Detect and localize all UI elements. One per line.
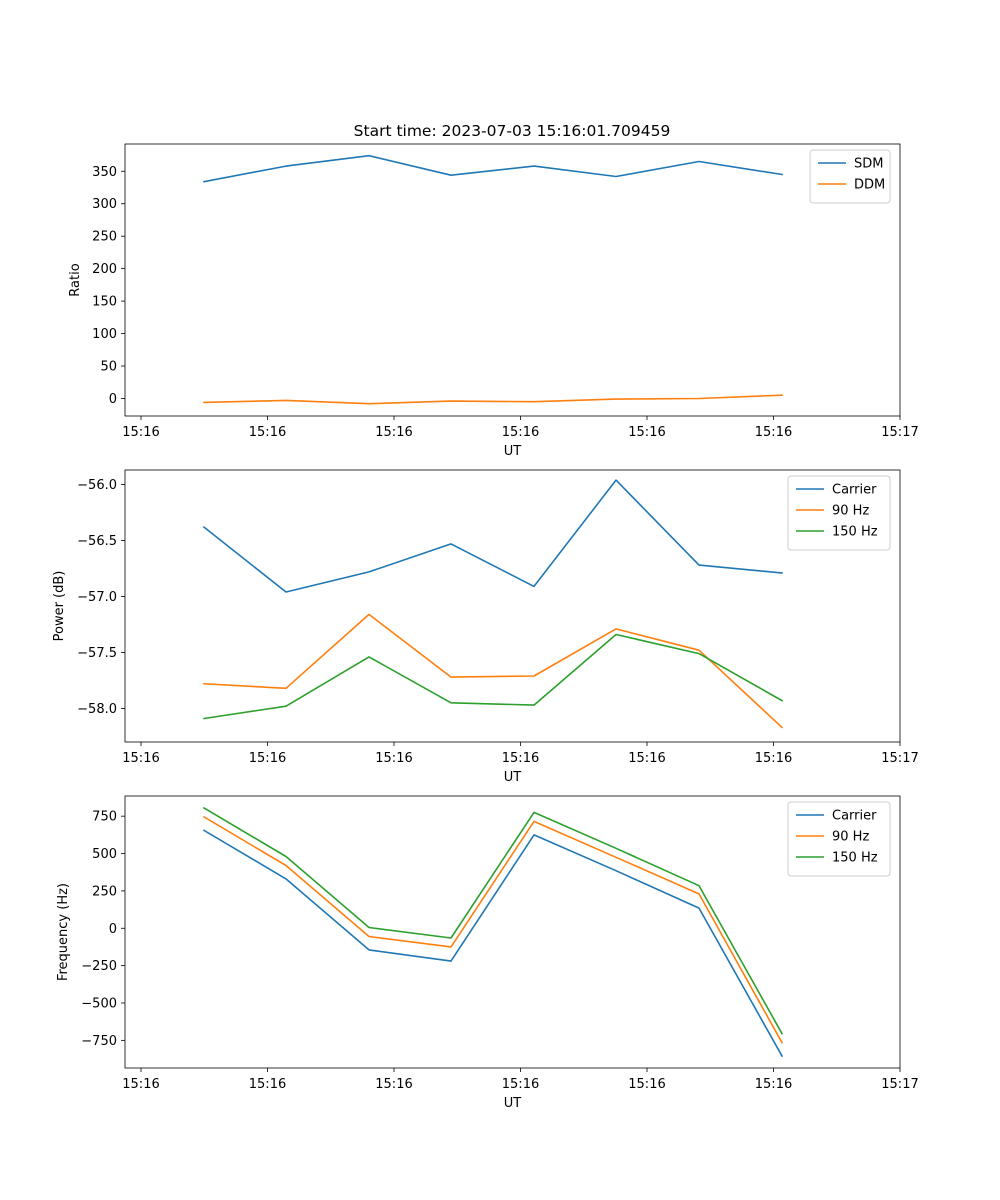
legend-label: Carrier [832,483,877,498]
frequency-panel: −750 −500 −250 0 250 500 750 15:16 15:16 15:16 15:… [56,795,919,1111]
y-tick-label: −250 [81,959,117,974]
y-axis-label: Power (dB) [52,571,67,642]
chart-title: Start time: 2023-07-03 15:16:01.709459 [354,122,671,140]
legend-label: 90 Hz [832,830,869,845]
x-tick-label: 15:16 [249,751,286,766]
y-tick-label: −750 [81,1034,117,1049]
axes-frame [124,143,901,417]
y-tick-label: 0 [109,922,117,937]
y-tick-label: 50 [100,360,117,375]
axes-frame [124,469,901,743]
ratio-panel: 0 50 100 150 200 250 300 350 15:16 15:16 15:16 15:1… [68,143,919,459]
y-tick-label: −58.0 [77,702,117,717]
legend-label: Carrier [832,809,877,824]
series-line-carrier [202,479,783,593]
x-tick-label: 15:16 [122,751,159,766]
series-line-carrier [202,829,784,1058]
y-tick-label: −56.0 [77,478,117,493]
series-line-150-hz [202,806,784,1035]
x-tick-label: 15:16 [628,1077,665,1092]
series-line-90-hz [202,815,784,1044]
y-tick-label: 250 [92,230,117,245]
series-line-90-hz [203,613,784,729]
legend-label: 150 Hz [832,525,878,540]
y-tick-label: 750 [92,810,117,825]
x-tick-label: 15:16 [375,1077,412,1092]
y-tick-label: 100 [92,327,117,342]
x-tick-label: 15:16 [375,425,412,440]
x-tick-label: 15:17 [881,425,918,440]
power-panel: −58.0 −57.5 −57.0 −56.5 −56.0 15:16 15:16 15:16… [52,469,919,785]
x-tick-label: 15:16 [375,751,412,766]
x-tick-label: 15:16 [502,425,539,440]
legend-label: SDM [854,157,883,172]
series-line-150-hz [203,633,784,720]
x-tick-label: 15:17 [881,1077,918,1092]
y-tick-label: −56.5 [77,534,117,549]
y-tick-label: 500 [92,847,117,862]
x-tick-label: 15:16 [628,425,665,440]
x-tick-label: 15:16 [502,751,539,766]
y-tick-label: 300 [92,197,117,212]
series-line-ddm [203,394,783,405]
y-tick-label: −500 [81,996,117,1011]
x-tick-label: 15:16 [628,751,665,766]
y-tick-label: 150 [92,295,117,310]
x-axis-label: UT [504,444,522,459]
legend-label: 150 Hz [832,851,878,866]
x-axis-label: UT [504,1096,522,1111]
x-tick-label: 15:16 [249,425,286,440]
legend-label: DDM [854,178,885,193]
legend-label: 90 Hz [832,504,869,519]
axes-frame [124,795,901,1069]
x-tick-label: 15:16 [755,751,792,766]
series-line-sdm [203,154,783,183]
x-axis-label: UT [504,770,522,785]
x-tick-label: 15:16 [755,1077,792,1092]
y-tick-label: 250 [92,884,117,899]
y-tick-label: 200 [92,262,117,277]
y-axis-label: Ratio [68,263,83,296]
y-tick-label: 0 [109,392,117,407]
y-tick-label: 350 [92,165,117,180]
x-tick-label: 15:16 [502,1077,539,1092]
y-axis-label: Frequency (Hz) [56,883,71,981]
x-tick-label: 15:16 [249,1077,286,1092]
y-tick-label: −57.5 [77,646,117,661]
x-tick-label: 15:16 [755,425,792,440]
x-tick-label: 15:17 [881,751,918,766]
x-tick-label: 15:16 [122,425,159,440]
x-tick-label: 15:16 [122,1077,159,1092]
y-tick-label: −57.0 [77,590,117,605]
